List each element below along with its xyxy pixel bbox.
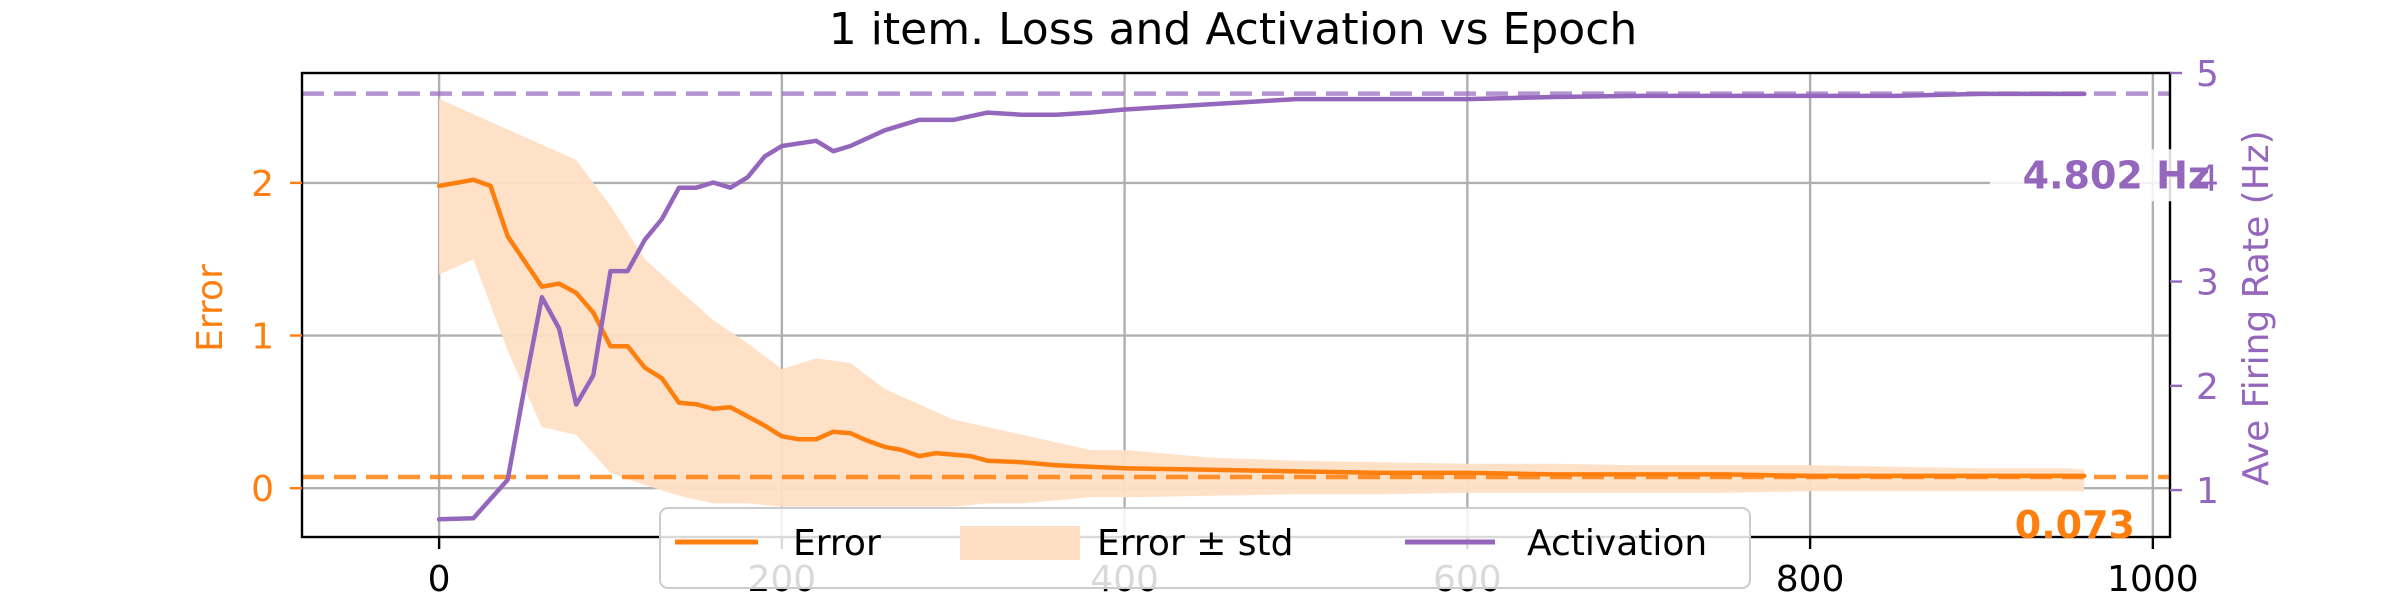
right-axis-ticks: 1 2 3 4 5 (2170, 54, 2219, 512)
right-tick-label: 5 (2196, 54, 2219, 95)
chart-title: 1 item. Loss and Activation vs Epoch (829, 4, 1638, 55)
legend-box (659, 507, 1751, 589)
left-axis-ticks: 0 1 2 (251, 164, 302, 510)
right-tick-label: 4 (2196, 158, 2219, 199)
right-axis-label: Ave Firing Rate (Hz) (2236, 130, 2277, 485)
x-tick-label: 0 (428, 559, 451, 600)
reference-label-left: 0.073 (2015, 503, 2135, 547)
series-line-activation (436, 91, 2087, 522)
left-tick-label: 1 (251, 317, 274, 358)
right-tick-label: 2 (2196, 367, 2219, 408)
right-tick-label: 1 (2196, 471, 2219, 512)
legend-label-activation: Activation (1527, 523, 1707, 564)
legend-swatch-error-std (960, 526, 1080, 560)
series-lines (436, 91, 2087, 522)
x-tick-label: 1000 (2107, 559, 2199, 600)
left-axis-label: Error (190, 264, 231, 352)
left-tick-label: 2 (251, 164, 274, 205)
reference-label-bg-right (1990, 149, 2190, 202)
error-std-band (439, 98, 2085, 507)
reference-labels: 0.073 4.802 Hz (1990, 149, 2210, 547)
error-std-band-area (439, 98, 2085, 507)
x-tick-label: 800 (1776, 559, 1845, 600)
left-tick-label: 0 (251, 469, 274, 510)
reference-label-right: 4.802 Hz (2023, 153, 2210, 197)
legend-label-error-std: Error ± std (1097, 523, 1294, 564)
series-line-error (436, 177, 2087, 479)
right-tick-label: 3 (2196, 263, 2219, 304)
legend-label-error: Error (793, 523, 881, 564)
legend: Error Error ± std Activation (659, 507, 1751, 589)
